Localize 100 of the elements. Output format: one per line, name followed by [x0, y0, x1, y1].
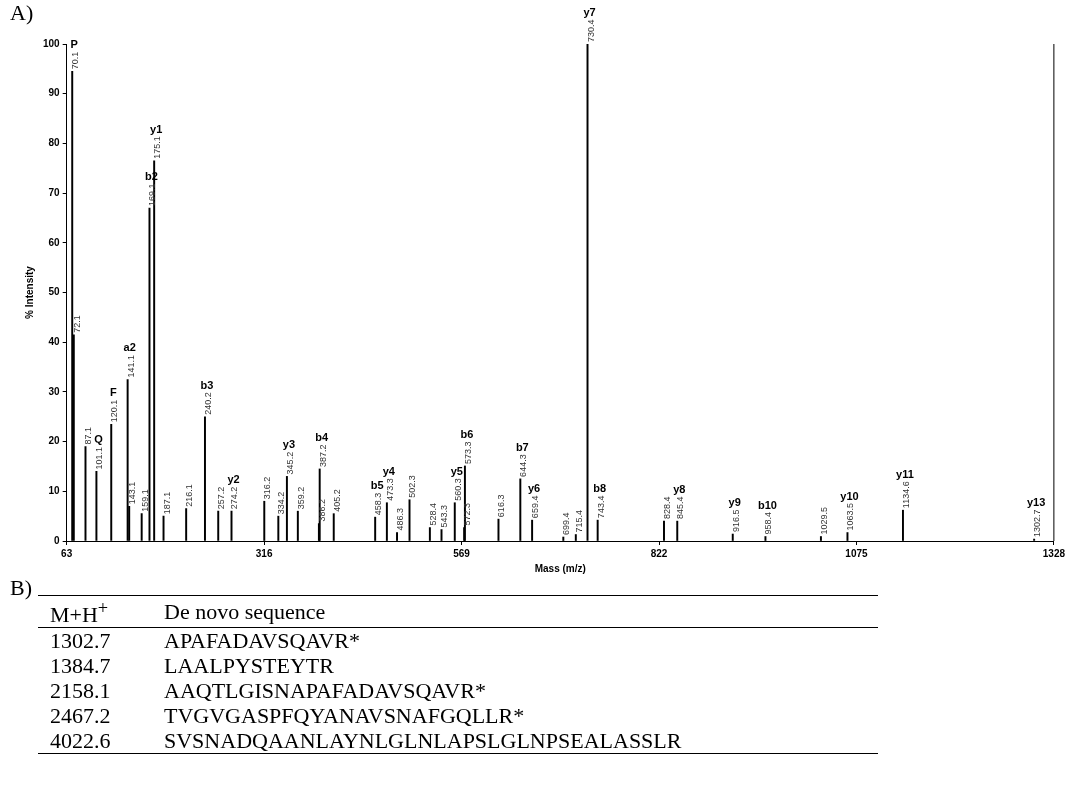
y-tick-label: 90 — [48, 87, 61, 99]
annotation: 257.2 — [216, 486, 227, 510]
text: AAQTLGISNAPAFADAVSQAVR* — [163, 678, 487, 704]
annotation: F — [109, 386, 117, 399]
annotation: 486.3 — [395, 508, 406, 531]
annotation: 120.1 — [109, 399, 120, 423]
annotation: 101.1 — [94, 446, 105, 470]
annotation: 1302.7 — [1032, 509, 1043, 538]
annotation: 743.4 — [595, 495, 606, 519]
text: B) — [10, 575, 32, 601]
annotation: y4 — [382, 464, 396, 477]
annotation: 828.4 — [661, 496, 672, 520]
annotation: b8 — [593, 482, 607, 495]
x-axis-title: Mass (m/z) — [534, 562, 586, 574]
annotation: 473.3 — [384, 478, 395, 501]
text: APAFADAVSQAVR* — [163, 627, 362, 654]
text: LAALPYSTEYTR — [163, 653, 335, 679]
y-tick-label: 100 — [43, 37, 61, 49]
text: A) — [10, 0, 34, 26]
annotation: 87.1 — [83, 427, 94, 445]
annotation: b4 — [315, 430, 329, 443]
x-tick-label: 569 — [453, 547, 471, 559]
text: TVGVGASPFQYANAVSNAFGQLLR* — [163, 703, 526, 729]
y-tick-label: 70 — [48, 186, 61, 198]
annotation: y7 — [583, 6, 596, 19]
text: 2158.1 — [49, 678, 112, 704]
annotation: y6 — [527, 482, 541, 495]
y-tick-label: 0 — [54, 534, 61, 546]
annotation: 573.3 — [462, 441, 473, 464]
text: 1302.7 — [49, 627, 112, 654]
y-tick-label: 60 — [48, 236, 61, 248]
annotation: 1063.5 — [845, 503, 856, 531]
annotation: b7 — [515, 440, 529, 453]
annotation: 659.4 — [530, 495, 541, 519]
annotation: 274.2 — [229, 486, 240, 510]
annotation: 528.4 — [427, 503, 438, 526]
annotation: 334.2 — [276, 491, 287, 515]
y-tick-label: 50 — [48, 286, 61, 298]
annotation: 159.1 — [139, 489, 150, 512]
x-tick-label: 63 — [61, 547, 73, 559]
annotation: 644.3 — [518, 454, 529, 477]
annotation: a2 — [123, 341, 136, 354]
y-tick-label: 40 — [48, 335, 61, 347]
annotation: b3 — [200, 378, 214, 391]
annotation: 916.5 — [730, 509, 741, 533]
annotation: 616.3 — [496, 494, 507, 518]
y-tick-label: 80 — [48, 137, 61, 149]
x-tick-label: 1328 — [1042, 547, 1066, 559]
annotation: 543.3 — [439, 505, 450, 528]
y-tick-label: 20 — [48, 435, 61, 447]
y-tick-label: 30 — [48, 385, 61, 397]
annotation: b10 — [757, 498, 777, 511]
annotation: 387.2 — [317, 444, 328, 467]
annotation: 359.2 — [295, 486, 306, 510]
annotation: 405.2 — [331, 489, 342, 512]
annotation: y9 — [728, 496, 741, 509]
annotation: 715.4 — [573, 510, 584, 533]
annotation: y1 — [150, 122, 163, 135]
annotation: 72.1 — [71, 315, 82, 333]
x-tick-label: 1075 — [845, 547, 868, 559]
y-axis-title: % Intensity — [23, 265, 35, 319]
annotation: 240.2 — [202, 392, 213, 415]
annotation: 141.1 — [125, 354, 136, 378]
annotation: 143.1 — [127, 481, 138, 505]
annotation: 216.1 — [184, 484, 195, 507]
annotation: y10 — [840, 489, 859, 502]
text: 1384.7 — [49, 653, 112, 679]
annotation: y8 — [673, 483, 686, 496]
annotation: 70.1 — [70, 51, 81, 70]
text: SVSNADQAANLAYNLGLNLAPSLGLNPSEALASSLR — [152, 728, 878, 754]
annotation: y3 — [282, 438, 296, 451]
annotation: Q — [94, 433, 104, 446]
annotation: 502.3 — [407, 475, 418, 498]
text: 2467.2 — [49, 703, 112, 729]
annotation: 386.2 — [316, 499, 327, 522]
annotation: 1029.5 — [818, 507, 829, 535]
annotation: P — [70, 38, 78, 51]
text: M+H$^{+}$ — [38, 595, 152, 628]
x-tick-label: 316 — [255, 547, 273, 559]
annotation: y13 — [1026, 496, 1046, 509]
annotation: 958.4 — [763, 512, 774, 535]
text: De novo sequence — [152, 595, 878, 628]
text: 4022.6 — [38, 728, 152, 754]
annotation: b5 — [370, 479, 384, 492]
annotation: 560.3 — [452, 478, 463, 501]
annotation: y11 — [896, 467, 914, 480]
annotation: 699.4 — [561, 512, 572, 536]
annotation: 845.4 — [675, 496, 686, 520]
annotation: b6 — [460, 427, 474, 440]
annotation: y2 — [227, 473, 240, 486]
annotation: 730.4 — [585, 19, 596, 42]
annotation: 572.3 — [462, 503, 473, 526]
annotation: 175.1 — [152, 136, 163, 159]
annotation: 316.2 — [262, 476, 273, 500]
annotation: y5 — [450, 464, 463, 477]
y-tick-label: 10 — [48, 485, 61, 497]
annotation: 187.1 — [161, 491, 172, 515]
annotation: 458.3 — [373, 492, 384, 516]
annotation: 345.2 — [284, 451, 295, 475]
annotation: 1134.6 — [900, 481, 911, 509]
